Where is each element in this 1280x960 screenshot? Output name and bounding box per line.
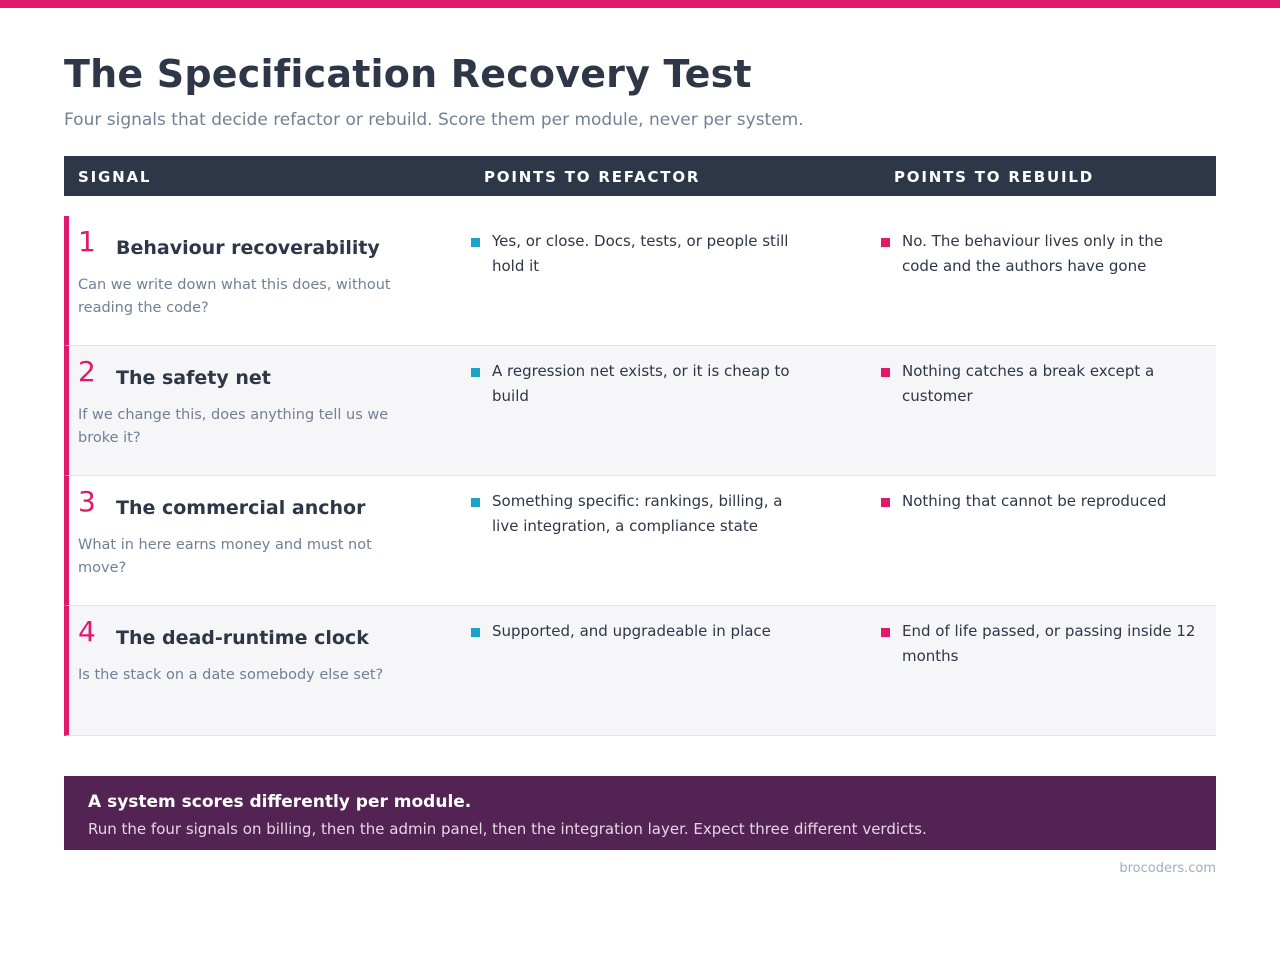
rebuild-point: End of life passed, or passing inside 12…	[881, 619, 1202, 669]
rebuild-point-text: Nothing that cannot be reproduced	[902, 492, 1167, 510]
signal-question: What in here earns money and must not mo…	[78, 537, 372, 576]
table-header: SIGNAL POINTS TO REFACTOR POINTS TO REBU…	[64, 156, 1216, 196]
table-row: 4 The dead-runtime clock Is the stack on…	[64, 606, 1216, 736]
square-bullet-icon	[881, 498, 890, 507]
column-header-rebuild: POINTS TO REBUILD	[894, 168, 1094, 186]
column-header-signal: SIGNAL	[78, 168, 152, 186]
signal-question: If we change this, does anything tell us…	[78, 407, 389, 446]
refactor-point: Yes, or close. Docs, tests, or people st…	[471, 229, 792, 279]
callout-body: Run the four signals on billing, then th…	[88, 820, 927, 838]
signal-title: Behaviour recoverability	[116, 237, 380, 259]
square-bullet-icon	[471, 238, 480, 247]
signal-number: 3	[78, 485, 96, 518]
page-subtitle: Four signals that decide refactor or reb…	[64, 110, 804, 130]
signals-table: 1 Behaviour recoverability Can we write …	[64, 216, 1216, 736]
signal-question: Can we write down what this does, withou…	[78, 277, 391, 316]
table-row: 1 Behaviour recoverability Can we write …	[64, 216, 1216, 346]
footer-credit: brocoders.com	[1119, 861, 1216, 876]
signal-title: The commercial anchor	[116, 497, 366, 519]
page-title: The Specification Recovery Test	[64, 52, 752, 96]
signal-number: 1	[78, 225, 96, 258]
rebuild-point-text: No. The behaviour lives only in the code…	[902, 232, 1164, 275]
signal-title: The safety net	[116, 367, 271, 389]
table-row: 3 The commercial anchor What in here ear…	[64, 476, 1216, 606]
signal-question: Is the stack on a date somebody else set…	[78, 667, 384, 683]
refactor-point: Supported, and upgradeable in place	[471, 619, 792, 644]
signal-number: 4	[78, 615, 96, 648]
square-bullet-icon	[471, 498, 480, 507]
rebuild-point: Nothing catches a break except a custome…	[881, 359, 1202, 409]
signal-title: The dead-runtime clock	[116, 627, 369, 649]
square-bullet-icon	[881, 238, 890, 247]
rebuild-point-text: Nothing catches a break except a custome…	[902, 362, 1155, 405]
refactor-point: A regression net exists, or it is cheap …	[471, 359, 792, 409]
refactor-point-text: A regression net exists, or it is cheap …	[492, 362, 790, 405]
refactor-point-text: Something specific: rankings, billing, a…	[492, 492, 783, 535]
square-bullet-icon	[881, 628, 890, 637]
callout-box: A system scores differently per module. …	[64, 776, 1216, 850]
column-header-refactor: POINTS TO REFACTOR	[484, 168, 701, 186]
table-row: 2 The safety net If we change this, does…	[64, 346, 1216, 476]
callout-title: A system scores differently per module.	[88, 792, 472, 812]
top-accent-bar	[0, 0, 1280, 8]
refactor-point-text: Supported, and upgradeable in place	[492, 622, 771, 640]
refactor-point-text: Yes, or close. Docs, tests, or people st…	[492, 232, 789, 275]
square-bullet-icon	[881, 368, 890, 377]
rebuild-point: Nothing that cannot be reproduced	[881, 489, 1202, 514]
refactor-point: Something specific: rankings, billing, a…	[471, 489, 792, 539]
signal-number: 2	[78, 355, 96, 388]
rebuild-point-text: End of life passed, or passing inside 12…	[902, 622, 1196, 665]
rebuild-point: No. The behaviour lives only in the code…	[881, 229, 1202, 279]
square-bullet-icon	[471, 368, 480, 377]
square-bullet-icon	[471, 628, 480, 637]
